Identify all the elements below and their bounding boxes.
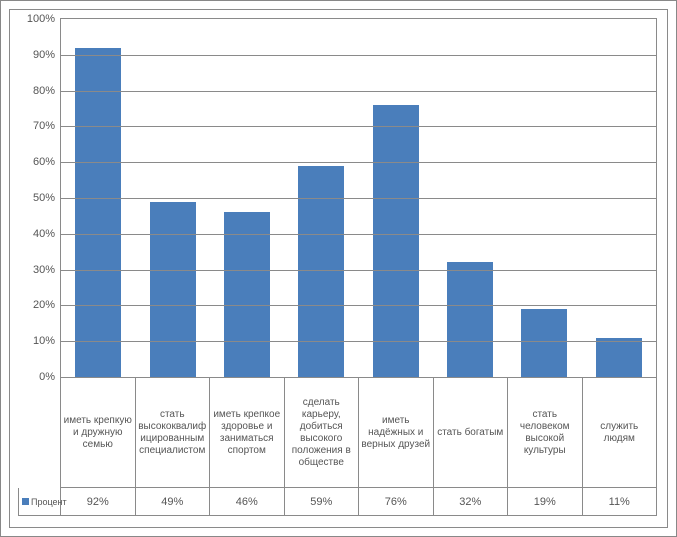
data-cell: 46% xyxy=(210,488,285,515)
gridline xyxy=(61,91,656,92)
bar xyxy=(224,212,270,377)
ytick-label: 10% xyxy=(33,335,55,347)
gridline xyxy=(61,198,656,199)
bar xyxy=(596,338,642,377)
gridline xyxy=(61,305,656,306)
gridline xyxy=(61,234,656,235)
category-label: служить людям xyxy=(583,378,658,487)
gridline xyxy=(61,341,656,342)
category-label: иметь крепкое здоровье и заниматься спор… xyxy=(210,378,285,487)
category-label: сделать карьеру, добиться высокого полож… xyxy=(285,378,360,487)
ytick-label: 100% xyxy=(27,13,55,25)
ytick-label: 70% xyxy=(33,120,55,132)
bar xyxy=(75,48,121,377)
ytick-label: 20% xyxy=(33,299,55,311)
data-cells: 92%49%46%59%76%32%19%11% xyxy=(61,488,656,515)
data-cell: 49% xyxy=(136,488,211,515)
data-cell: 11% xyxy=(583,488,657,515)
gridline xyxy=(61,162,656,163)
category-label: стать человеком высокой культуры xyxy=(508,378,583,487)
bar xyxy=(150,202,196,377)
data-cell: 92% xyxy=(61,488,136,515)
category-label: иметь надёжных и верных друзей xyxy=(359,378,434,487)
gridline xyxy=(61,55,656,56)
ytick-label: 90% xyxy=(33,49,55,61)
chart-container: 0%10%20%30%40%50%60%70%80%90%100% иметь … xyxy=(0,0,677,537)
ytick-label: 0% xyxy=(39,371,55,383)
category-row: иметь крепкую и дружную семьюстать высок… xyxy=(60,378,657,488)
gridline xyxy=(61,126,656,127)
ytick-label: 50% xyxy=(33,192,55,204)
ytick-label: 60% xyxy=(33,156,55,168)
chart-inner: 0%10%20%30%40%50%60%70%80%90%100% иметь … xyxy=(9,9,668,528)
data-cell: 19% xyxy=(508,488,583,515)
ytick-label: 80% xyxy=(33,85,55,97)
data-table-row: Процент 92%49%46%59%76%32%19%11% xyxy=(18,488,657,516)
category-label: иметь крепкую и дружную семью xyxy=(61,378,136,487)
bar xyxy=(521,309,567,377)
data-cell: 76% xyxy=(359,488,434,515)
ytick-label: 40% xyxy=(33,228,55,240)
data-cell: 32% xyxy=(434,488,509,515)
bar xyxy=(373,105,419,377)
bar xyxy=(447,262,493,377)
plot-area: 0%10%20%30%40%50%60%70%80%90%100% xyxy=(60,18,657,378)
category-label: стать богатым xyxy=(434,378,509,487)
data-cell: 59% xyxy=(285,488,360,515)
legend-swatch xyxy=(22,498,29,505)
ytick-label: 30% xyxy=(33,264,55,276)
gridline xyxy=(61,270,656,271)
category-label: стать высококвалифицированным специалист… xyxy=(136,378,211,487)
legend-cell: Процент xyxy=(19,488,61,515)
